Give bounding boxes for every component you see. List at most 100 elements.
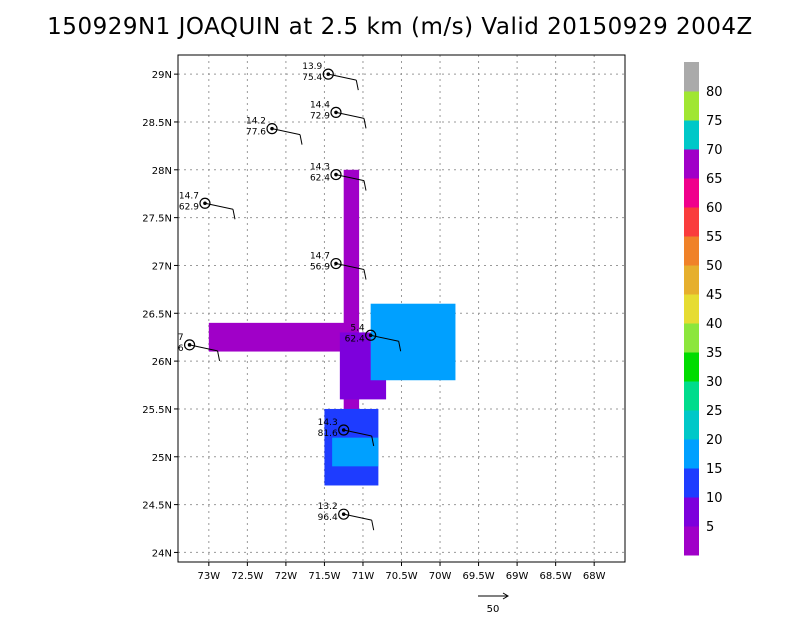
colorbar-swatch (684, 352, 699, 382)
wind-swath (208, 322, 356, 352)
colorbar-swatch (684, 323, 699, 353)
colorbar-label: 50 (706, 259, 723, 274)
station-value-bottom: 56.9 (310, 263, 330, 273)
colorbar-label: 10 (706, 491, 723, 506)
colorbar-swatch (684, 410, 699, 440)
station-ring (266, 123, 278, 135)
observation-station: 13.296.4 (318, 502, 375, 531)
station-ring (365, 329, 377, 341)
station-ring (338, 424, 350, 436)
station-value-top: 14.4 (310, 100, 330, 110)
station-value-bottom: 62.4 (310, 174, 330, 184)
colorbar-swatch (684, 236, 699, 266)
y-tick-label: 26N (152, 357, 172, 368)
observation-station: 14.472.9 (310, 100, 367, 129)
station-value-top: 14.3 (318, 418, 338, 428)
y-tick-label: 28N (152, 166, 172, 177)
reference-arrow-head (502, 592, 509, 600)
y-tick-label: 28.5N (142, 118, 172, 129)
station-ring (330, 168, 342, 181)
colorbar-swatch (684, 149, 699, 179)
chart-title: 150929N1 JOAQUIN at 2.5 km (m/s) Valid 2… (47, 14, 753, 40)
x-tick-label: 72.5W (231, 571, 263, 582)
colorbar-label: 65 (706, 172, 723, 187)
wind-barb (398, 341, 402, 352)
colorbar: 5 10 15 20 25 30 35 40 45 50 55 60 65 70 75 80 (684, 62, 723, 556)
wind-barb-shaft (370, 334, 399, 342)
wind-barb-shaft (335, 174, 365, 182)
station-value-bottom: 62.9 (179, 202, 199, 212)
wind-barb (363, 180, 367, 191)
station-value-top: 5.4 (350, 323, 365, 333)
wind-barb (232, 209, 236, 220)
station-ring (322, 68, 334, 80)
colorbar-label: 70 (706, 143, 723, 158)
wind-barb (371, 435, 375, 447)
station-value-bottom: 81.6 (318, 429, 338, 439)
wind-barb-shaft (204, 202, 234, 210)
station-value-top: 14.7 (310, 252, 330, 262)
station-value-bottom: 6 (178, 344, 184, 354)
x-tick-label: 72W (275, 571, 298, 582)
y-tick-label: 26.5N (142, 309, 172, 320)
colorbar-label: 25 (706, 404, 723, 419)
station-value-bottom: 72.9 (310, 111, 330, 121)
colorbar-label: 75 (706, 114, 723, 129)
station-ring (183, 339, 196, 351)
station-value-bottom: 77.6 (246, 128, 266, 138)
wind-barb-shaft (271, 128, 301, 136)
y-tick-label: 24N (152, 548, 172, 559)
colorbar-swatch (684, 178, 699, 208)
colorbar-swatch (684, 91, 699, 121)
x-tick-label: 69.5W (462, 571, 494, 582)
x-tick-label: 71W (352, 571, 375, 582)
observation-station: 14.381.6 (318, 418, 375, 447)
observation-stations: 13.975.414.472.914.277.614.362.414.762.9… (178, 62, 402, 531)
colorbar-swatch (684, 294, 699, 324)
colorbar-swatch (684, 120, 699, 150)
colorbar-label: 80 (706, 85, 723, 100)
observation-station: 76 (178, 333, 221, 361)
wind-barb (217, 350, 221, 361)
observation-station: 13.975.4 (302, 62, 359, 91)
colorbar-label: 40 (706, 317, 723, 332)
colorbar-label: 15 (706, 462, 723, 477)
wind-speed-field (208, 169, 456, 486)
x-tick-label: 73W (198, 571, 221, 582)
station-value-top: 7 (178, 333, 184, 343)
station-value-top: 13.2 (318, 502, 338, 512)
station-value-top: 14.7 (179, 191, 199, 201)
wind-barb-shaft (343, 513, 372, 521)
y-tick-label: 29N (152, 70, 172, 81)
colorbar-swatch (684, 497, 699, 527)
colorbar-label: 45 (706, 288, 723, 303)
colorbar-swatch (684, 439, 699, 469)
wind-barb-shaft (335, 263, 365, 271)
station-value-top: 13.9 (302, 62, 322, 72)
x-tick-label: 69W (506, 571, 529, 582)
y-tick-label: 27N (152, 261, 172, 272)
y-tick-label: 25N (152, 453, 172, 464)
colorbar-label: 5 (706, 520, 714, 535)
observation-station: 14.362.4 (310, 163, 367, 191)
observation-station: 14.277.6 (246, 117, 303, 145)
colorbar-swatch (684, 526, 699, 556)
wind-barb-shaft (189, 344, 218, 352)
wind-barb (363, 118, 367, 129)
station-value-top: 14.2 (246, 117, 266, 127)
y-tick-label: 24.5N (142, 501, 172, 512)
colorbar-label: 20 (706, 433, 723, 448)
station-ring (199, 197, 211, 209)
colorbar-label: 60 (706, 201, 723, 216)
y-tick-label: 27.5N (142, 214, 172, 225)
wind-swath (332, 437, 379, 467)
x-tick-label: 71.5W (308, 571, 340, 582)
x-tick-label: 68.5W (540, 571, 572, 582)
station-value-bottom: 62.4 (345, 334, 365, 344)
wind-barb (355, 80, 359, 91)
wind-barb-shaft (343, 429, 372, 437)
colorbar-swatch (684, 468, 699, 498)
colorbar-swatch (684, 207, 699, 237)
axis-ticks: 73W 72.5W 72W 71.5W 71W 70.5W 70W 69.5W 69W 68.5W… (142, 70, 605, 582)
